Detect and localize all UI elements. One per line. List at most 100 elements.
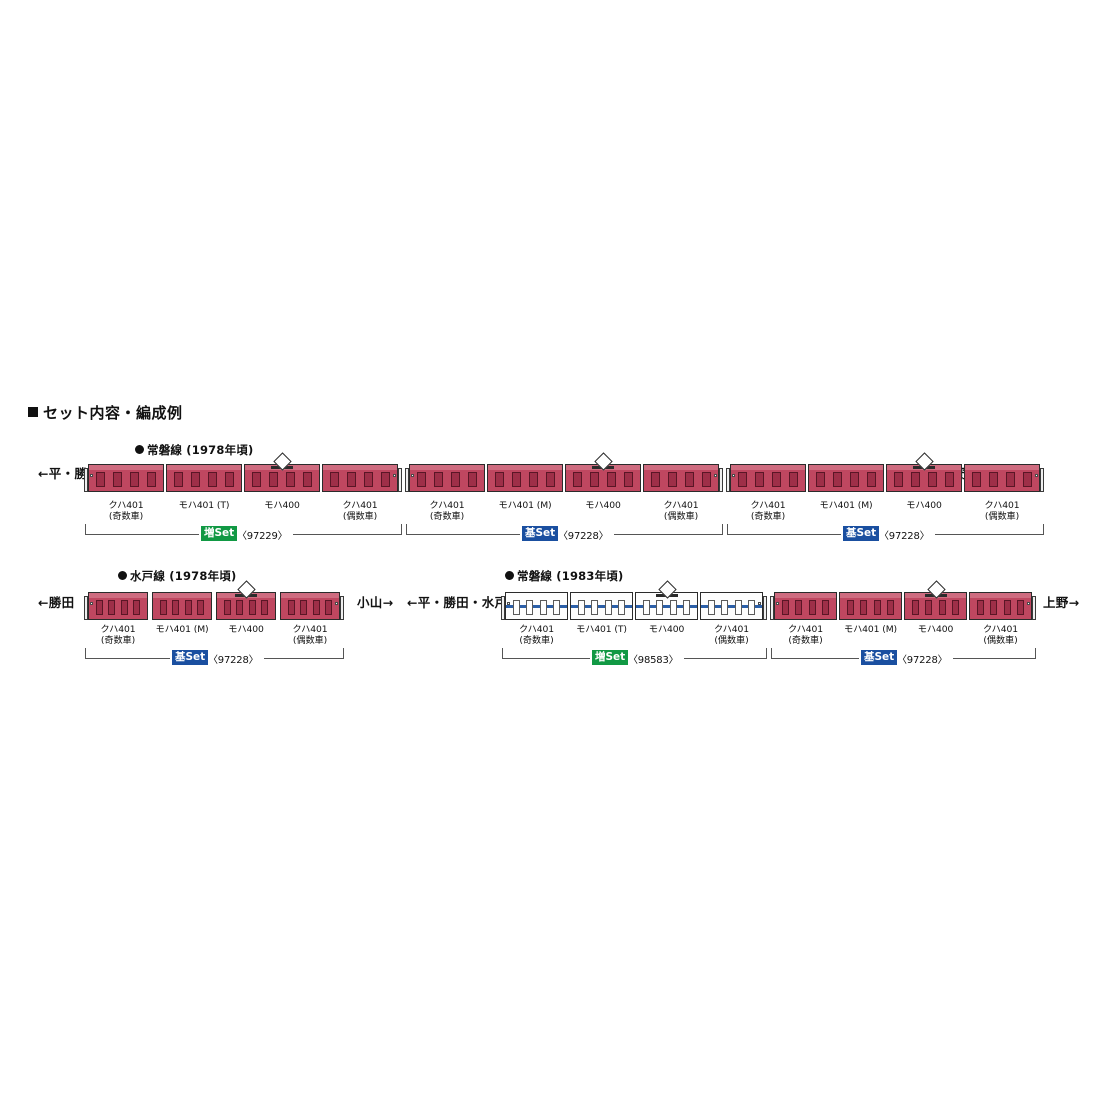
car-sub: (奇数車) bbox=[519, 635, 554, 646]
car-name: モハ400 bbox=[228, 624, 264, 635]
car-caption-joban-1983-1: モハ401 (T) bbox=[560, 624, 643, 635]
car-window bbox=[451, 472, 460, 487]
car-joban-1983-7 bbox=[969, 592, 1036, 620]
car-window bbox=[113, 472, 122, 487]
car-sub: (偶数車) bbox=[342, 511, 378, 522]
cab-end-left bbox=[84, 596, 88, 620]
car-window bbox=[911, 472, 920, 487]
headlight-icon bbox=[90, 474, 93, 477]
car-window bbox=[286, 472, 295, 487]
car-caption-joban-1978-6: モハ400 bbox=[555, 500, 651, 511]
cab-end-right bbox=[763, 596, 767, 620]
car-window bbox=[860, 600, 867, 615]
car-window bbox=[133, 600, 140, 615]
roof-line bbox=[970, 593, 1031, 598]
bracket-line-left bbox=[406, 534, 520, 536]
car-name: クハ401 bbox=[788, 624, 823, 635]
car-name: モハ400 bbox=[264, 500, 300, 511]
car-joban-1978-5 bbox=[487, 464, 563, 492]
car-name: クハ401 bbox=[663, 500, 699, 511]
car-window bbox=[887, 600, 894, 615]
car-window bbox=[795, 600, 802, 615]
car-window bbox=[1017, 600, 1024, 615]
car-sub: (偶数車) bbox=[983, 635, 1018, 646]
bracket-line-right bbox=[684, 658, 766, 660]
cab-end-right bbox=[719, 468, 723, 492]
bracket-tick-left bbox=[771, 648, 773, 659]
car-window bbox=[208, 472, 217, 487]
car-caption-joban-1978-0: クハ401 (奇数車) bbox=[78, 500, 174, 522]
car-sub: (奇数車) bbox=[429, 511, 465, 522]
car-window bbox=[249, 600, 256, 615]
square-bullet-icon bbox=[28, 407, 38, 417]
train-formation-joban-1978 bbox=[0, 452, 1100, 492]
car-window bbox=[605, 600, 612, 615]
car-name: クハ401 bbox=[983, 624, 1018, 635]
car-name: クハ401 bbox=[292, 624, 328, 635]
car-joban-1983-4 bbox=[770, 592, 837, 620]
blue-stripe bbox=[571, 605, 632, 608]
roof-line bbox=[323, 465, 397, 470]
roof-line bbox=[167, 465, 241, 470]
car-joban-1983-5 bbox=[839, 592, 902, 620]
car-name: モハ400 bbox=[917, 624, 954, 635]
car-name: クハ401 bbox=[108, 500, 144, 511]
bracket-line-left bbox=[85, 658, 170, 660]
car-joban-1978-11 bbox=[964, 464, 1044, 492]
roof-line bbox=[840, 593, 901, 598]
car-caption-mito-1978-1: モハ401 (M) bbox=[142, 624, 222, 635]
car-window bbox=[303, 472, 312, 487]
car-window bbox=[553, 600, 560, 615]
car-sub: (奇数車) bbox=[788, 635, 823, 646]
car-caption-joban-1978-10: モハ400 bbox=[876, 500, 972, 511]
car-sub: (奇数車) bbox=[108, 511, 144, 522]
set-bracket-mito-1978-0: 基Set 〈97228〉 bbox=[0, 648, 1100, 670]
roof-line bbox=[488, 465, 562, 470]
blue-stripe bbox=[506, 605, 567, 608]
bracket-line-right bbox=[614, 534, 722, 536]
car-window bbox=[670, 600, 677, 615]
car-sub: (偶数車) bbox=[714, 635, 749, 646]
car-window bbox=[130, 472, 139, 487]
set-number: 〈97229〉 bbox=[237, 531, 288, 542]
car-joban-1983-0 bbox=[501, 592, 568, 620]
car-window bbox=[668, 472, 677, 487]
page-title: セット内容・編成例 bbox=[28, 402, 183, 423]
bracket-line-right bbox=[264, 658, 343, 660]
bracket-line-left bbox=[771, 658, 859, 660]
bracket-tick-right bbox=[1035, 648, 1037, 659]
car-window bbox=[977, 600, 984, 615]
roof-line bbox=[644, 465, 718, 470]
formation-title-text: 水戸線 (1978年頃) bbox=[130, 569, 237, 583]
car-window bbox=[224, 600, 231, 615]
roof-line bbox=[965, 465, 1039, 470]
headlight-icon bbox=[732, 474, 735, 477]
round-bullet-icon bbox=[118, 571, 127, 580]
car-caption-joban-1983-2: モハ400 bbox=[625, 624, 708, 635]
car-window bbox=[618, 600, 625, 615]
car-window bbox=[96, 600, 103, 615]
car-name: モハ401 (M) bbox=[155, 624, 209, 635]
car-window bbox=[468, 472, 477, 487]
car-joban-1983-2 bbox=[635, 580, 698, 620]
car-sub: (奇数車) bbox=[100, 635, 136, 646]
car-window bbox=[512, 472, 521, 487]
car-caption-joban-1978-4: クハ401 (奇数車) bbox=[399, 500, 495, 522]
bracket-line-left bbox=[502, 658, 590, 660]
bracket-line-right bbox=[953, 658, 1035, 660]
car-joban-1978-1 bbox=[166, 464, 242, 492]
car-window bbox=[417, 472, 426, 487]
car-window bbox=[546, 472, 555, 487]
car-window bbox=[624, 472, 633, 487]
car-caption-joban-1983-6: モハ400 bbox=[894, 624, 977, 635]
headlight-icon bbox=[507, 602, 510, 605]
right-destination-label-mito-1978: 小山→ bbox=[357, 595, 394, 610]
cab-end-right bbox=[1032, 596, 1036, 620]
car-window bbox=[288, 600, 295, 615]
car-window bbox=[185, 600, 192, 615]
car-caption-joban-1978-9: モハ401 (M) bbox=[798, 500, 894, 511]
car-window bbox=[325, 600, 332, 615]
train-formation-mito-1978 bbox=[0, 580, 1100, 620]
car-caption-joban-1978-1: モハ401 (T) bbox=[156, 500, 252, 511]
car-sub: (奇数車) bbox=[750, 511, 786, 522]
